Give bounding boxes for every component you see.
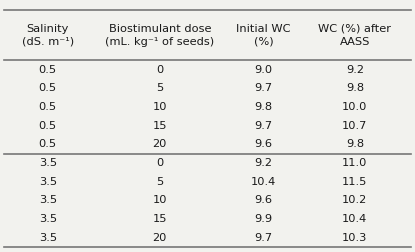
Text: 11.0: 11.0 [342, 158, 368, 168]
Text: 3.5: 3.5 [39, 195, 57, 205]
Text: 9.7: 9.7 [254, 83, 273, 93]
Text: 9.6: 9.6 [254, 139, 273, 149]
Text: 11.5: 11.5 [342, 177, 368, 187]
Text: 0.5: 0.5 [39, 65, 57, 75]
Text: 9.8: 9.8 [346, 83, 364, 93]
Text: 20: 20 [153, 233, 167, 243]
Text: Initial WC
(%): Initial WC (%) [236, 24, 291, 47]
Text: 0: 0 [156, 158, 164, 168]
Text: 9.6: 9.6 [254, 195, 273, 205]
Text: 3.5: 3.5 [39, 158, 57, 168]
Text: 9.2: 9.2 [346, 65, 364, 75]
Text: 20: 20 [153, 139, 167, 149]
Text: 9.7: 9.7 [254, 121, 273, 131]
Text: 10.4: 10.4 [251, 177, 276, 187]
Text: 5: 5 [156, 177, 164, 187]
Text: 0.5: 0.5 [39, 139, 57, 149]
Text: 15: 15 [153, 214, 167, 224]
Text: 10: 10 [153, 102, 167, 112]
Text: 0.5: 0.5 [39, 83, 57, 93]
Text: Salinity
(dS. m⁻¹): Salinity (dS. m⁻¹) [22, 24, 74, 47]
Text: 15: 15 [153, 121, 167, 131]
Text: 0.5: 0.5 [39, 102, 57, 112]
Text: 10.4: 10.4 [342, 214, 367, 224]
Text: 10.2: 10.2 [342, 195, 367, 205]
Text: 9.7: 9.7 [254, 233, 273, 243]
Text: 9.0: 9.0 [254, 65, 273, 75]
Text: 3.5: 3.5 [39, 233, 57, 243]
Text: 0.5: 0.5 [39, 121, 57, 131]
Text: 10: 10 [153, 195, 167, 205]
Text: 9.9: 9.9 [254, 214, 273, 224]
Text: 10.7: 10.7 [342, 121, 368, 131]
Text: 9.8: 9.8 [346, 139, 364, 149]
Text: 10.3: 10.3 [342, 233, 368, 243]
Text: 0: 0 [156, 65, 164, 75]
Text: Biostimulant dose
(mL. kg⁻¹ of seeds): Biostimulant dose (mL. kg⁻¹ of seeds) [105, 24, 214, 47]
Text: 3.5: 3.5 [39, 177, 57, 187]
Text: 5: 5 [156, 83, 164, 93]
Text: 9.2: 9.2 [254, 158, 273, 168]
Text: 9.8: 9.8 [254, 102, 273, 112]
Text: WC (%) after
AASS: WC (%) after AASS [318, 24, 391, 47]
Text: 3.5: 3.5 [39, 214, 57, 224]
Text: 10.0: 10.0 [342, 102, 368, 112]
